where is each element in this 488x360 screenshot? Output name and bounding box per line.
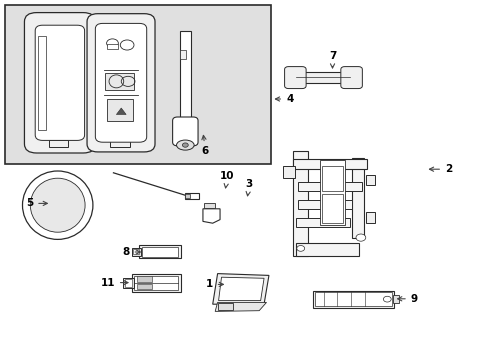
Bar [282, 166, 294, 178]
Bar [293, 151, 307, 256]
Bar [142, 247, 178, 257]
Bar [321, 194, 343, 223]
Bar [184, 193, 198, 199]
Ellipse shape [22, 171, 93, 239]
Bar [365, 212, 374, 223]
FancyBboxPatch shape [95, 23, 146, 142]
Bar [312, 291, 393, 308]
FancyBboxPatch shape [340, 67, 362, 89]
Bar [38, 36, 46, 130]
Text: 6: 6 [202, 135, 208, 156]
Text: 3: 3 [245, 179, 252, 196]
Text: 7: 7 [328, 51, 336, 68]
Bar [137, 276, 151, 282]
Bar [180, 31, 190, 122]
Bar [314, 292, 391, 306]
Bar [392, 295, 398, 303]
Text: 8: 8 [122, 247, 140, 257]
Bar [132, 274, 181, 292]
Bar [184, 194, 189, 198]
Bar [106, 44, 118, 49]
Bar [123, 278, 134, 288]
Bar [295, 72, 349, 83]
Bar [180, 50, 185, 59]
Bar [105, 73, 134, 90]
Ellipse shape [30, 178, 85, 232]
Bar [5, 5, 271, 164]
Polygon shape [215, 302, 266, 311]
Bar [132, 248, 141, 256]
Text: 9: 9 [397, 294, 417, 304]
Ellipse shape [383, 296, 390, 302]
Ellipse shape [182, 143, 188, 147]
Text: 4: 4 [275, 94, 293, 104]
Ellipse shape [176, 140, 194, 150]
Polygon shape [212, 274, 268, 304]
Bar [320, 160, 344, 225]
Polygon shape [218, 277, 264, 301]
Bar [137, 284, 151, 289]
FancyBboxPatch shape [172, 117, 198, 146]
Bar [298, 182, 361, 191]
Bar [217, 303, 233, 310]
Polygon shape [116, 108, 126, 114]
Bar [49, 140, 68, 147]
Bar [204, 203, 215, 208]
Text: 2: 2 [428, 164, 451, 174]
Bar [351, 158, 364, 238]
Bar [106, 99, 133, 121]
Ellipse shape [296, 246, 304, 251]
FancyBboxPatch shape [35, 25, 84, 140]
FancyBboxPatch shape [87, 14, 155, 152]
Bar [133, 249, 139, 254]
Ellipse shape [355, 234, 365, 241]
Bar [298, 200, 351, 209]
Text: 11: 11 [100, 278, 128, 288]
Bar [293, 159, 366, 169]
FancyBboxPatch shape [284, 67, 305, 89]
FancyBboxPatch shape [24, 13, 95, 153]
Bar [125, 279, 132, 287]
Bar [295, 218, 349, 227]
Bar [134, 276, 178, 290]
Text: 5: 5 [26, 198, 47, 208]
Text: 10: 10 [220, 171, 234, 188]
Polygon shape [203, 209, 220, 223]
Text: 1: 1 [205, 279, 223, 289]
Bar [110, 140, 129, 147]
Bar [295, 243, 359, 256]
Bar [139, 245, 181, 258]
Bar [365, 175, 374, 185]
Bar [321, 166, 343, 191]
